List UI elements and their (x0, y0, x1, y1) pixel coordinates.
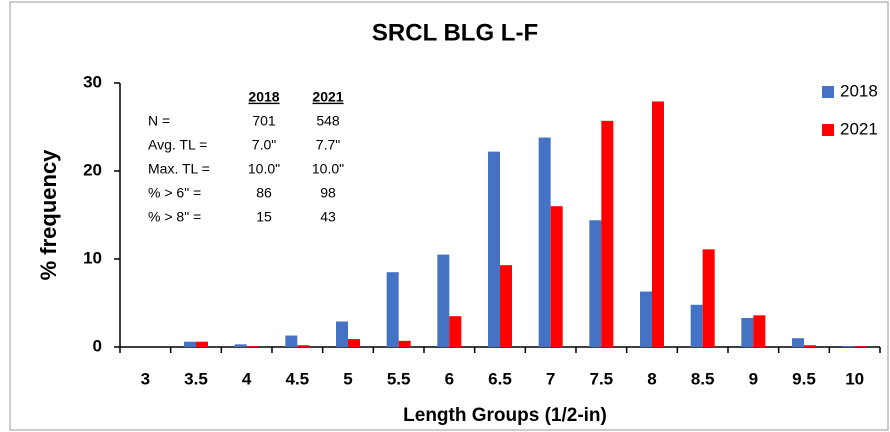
x-tick-label: 9 (749, 369, 758, 388)
bar (196, 341, 208, 347)
bar (538, 137, 551, 347)
bar (285, 335, 298, 347)
stats-label: % > 6" = (148, 185, 201, 201)
stats-label: Max. TL = (148, 161, 210, 177)
bar (792, 338, 804, 347)
x-tick-label: 9.5 (792, 369, 816, 388)
bar (184, 341, 196, 347)
x-tick-label: 7.5 (590, 369, 614, 388)
stats-value: 701 (252, 113, 276, 129)
stats-value: 7.0" (252, 137, 276, 153)
stats-value: 548 (316, 113, 340, 129)
legend-swatch (822, 86, 834, 98)
x-tick-label: 10 (845, 369, 864, 388)
bar (640, 291, 652, 347)
bar (437, 254, 450, 347)
bar (753, 315, 766, 347)
bar (589, 220, 602, 347)
x-tick-label: 6.5 (488, 369, 512, 388)
stats-header: 2021 (312, 89, 343, 105)
chart-title: SRCL BLG L-F (372, 19, 538, 46)
bar (246, 346, 259, 347)
stats-value: 43 (320, 209, 336, 225)
stats-label: N = (148, 113, 170, 129)
bar (336, 321, 348, 347)
bar (690, 304, 703, 347)
x-tick-label: 8 (647, 369, 656, 388)
y-tick-label: 0 (93, 336, 102, 355)
bar (488, 151, 500, 347)
chart-frame (9, 1, 889, 431)
y-tick-label: 10 (83, 248, 102, 267)
x-tick-label: 8.5 (691, 369, 715, 388)
x-tick-label: 6 (445, 369, 454, 388)
y-axis-label: % frequency (36, 149, 61, 281)
x-tick-label: 4 (242, 369, 252, 388)
bar (842, 346, 855, 347)
bar (601, 120, 614, 347)
legend-label: 2021 (840, 119, 878, 138)
bar (386, 272, 399, 347)
bar (550, 206, 563, 347)
bar (500, 265, 512, 347)
y-tick-label: 30 (83, 72, 102, 91)
bar (804, 345, 816, 347)
stats-value: 98 (320, 185, 336, 201)
legend-label: 2018 (840, 81, 878, 100)
x-tick-label: 5 (343, 369, 352, 388)
bar (348, 339, 360, 347)
bar (297, 345, 310, 347)
bar (741, 317, 754, 347)
stats-value: 10.0" (248, 161, 280, 177)
x-tick-label: 3.5 (184, 369, 208, 388)
bar (854, 346, 867, 347)
bar (449, 316, 462, 347)
stats-header: 2018 (248, 89, 279, 105)
bar (702, 249, 715, 347)
stats-value: 7.7" (316, 137, 340, 153)
stats-value: 10.0" (312, 161, 344, 177)
x-tick-label: 3 (141, 369, 150, 388)
stats-label: Avg. TL = (148, 137, 207, 153)
stats-value: 15 (256, 209, 272, 225)
x-tick-label: 7 (546, 369, 555, 388)
bar (234, 344, 247, 347)
bar (652, 101, 664, 347)
bar (398, 340, 411, 347)
stats-value: 86 (256, 185, 272, 201)
x-axis-label: Length Groups (1/2-in) (403, 405, 607, 426)
x-tick-label: 4.5 (286, 369, 310, 388)
x-tick-label: 5.5 (387, 369, 411, 388)
legend-swatch (822, 124, 834, 136)
stats-label: % > 8" = (148, 209, 201, 225)
y-tick-label: 20 (83, 160, 102, 179)
